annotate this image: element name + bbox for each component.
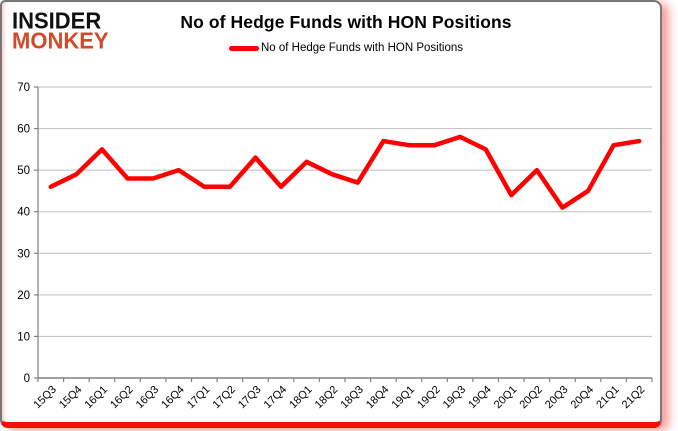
svg-text:20Q2: 20Q2 xyxy=(517,384,545,412)
gridlines xyxy=(38,86,652,337)
svg-text:40: 40 xyxy=(17,207,30,219)
axis-ticks xyxy=(34,86,653,382)
svg-text:18Q4: 18Q4 xyxy=(364,384,392,412)
axes xyxy=(37,87,652,379)
svg-text:20: 20 xyxy=(17,290,30,302)
svg-text:60: 60 xyxy=(17,124,30,136)
svg-text:21Q1: 21Q1 xyxy=(594,384,622,412)
svg-text:16Q2: 16Q2 xyxy=(108,384,136,412)
logo-text-insider: INSIDER xyxy=(12,7,102,34)
legend-label: No of Hedge Funds with HON Positions xyxy=(261,42,463,54)
svg-text:21Q2: 21Q2 xyxy=(620,384,648,412)
svg-text:17Q2: 17Q2 xyxy=(210,384,238,412)
logo-text-monkey: MONKEY xyxy=(12,27,109,54)
svg-text:30: 30 xyxy=(17,248,30,260)
svg-text:20Q4: 20Q4 xyxy=(569,384,597,412)
svg-text:17Q4: 17Q4 xyxy=(262,384,290,412)
svg-text:15Q4: 15Q4 xyxy=(57,384,85,412)
y-axis-labels: 0 10 20 30 40 50 60 70 xyxy=(17,82,30,385)
svg-text:19Q1: 19Q1 xyxy=(390,384,418,412)
chart-header: No of Hedge Funds with HON Positions No … xyxy=(38,12,654,54)
chart-legend: No of Hedge Funds with HON Positions xyxy=(38,42,654,54)
svg-text:18Q3: 18Q3 xyxy=(338,384,366,412)
svg-text:18Q2: 18Q2 xyxy=(313,384,341,412)
insider-monkey-logo: INSIDER MONKEY xyxy=(12,7,109,54)
svg-text:0: 0 xyxy=(24,373,30,385)
svg-text:18Q1: 18Q1 xyxy=(287,384,315,412)
svg-text:10: 10 xyxy=(17,331,30,343)
x-axis-labels: 15Q315Q416Q116Q216Q316Q417Q117Q217Q317Q4… xyxy=(31,384,647,412)
svg-text:50: 50 xyxy=(17,165,30,177)
svg-text:20Q3: 20Q3 xyxy=(543,384,571,412)
series-lines xyxy=(48,134,642,210)
svg-text:17Q3: 17Q3 xyxy=(236,384,264,412)
legend-line-swatch xyxy=(229,45,259,51)
svg-text:17Q1: 17Q1 xyxy=(185,384,213,412)
svg-text:19Q4: 19Q4 xyxy=(466,384,494,412)
chart-title: No of Hedge Funds with HON Positions xyxy=(180,12,512,32)
hedge-funds-line-chart: 01020304050607015Q315Q416Q116Q216Q316Q41… xyxy=(17,82,653,412)
svg-text:16Q3: 16Q3 xyxy=(134,384,162,412)
svg-text:16Q1: 16Q1 xyxy=(83,384,111,412)
svg-text:19Q2: 19Q2 xyxy=(415,384,443,412)
svg-text:70: 70 xyxy=(17,82,30,94)
svg-text:16Q4: 16Q4 xyxy=(159,384,187,412)
svg-text:15Q3: 15Q3 xyxy=(31,384,59,412)
chart-card: INSIDER MONKEY No of Hedge Funds with HO… xyxy=(0,0,662,428)
svg-text:20Q1: 20Q1 xyxy=(492,384,520,412)
svg-text:19Q3: 19Q3 xyxy=(441,384,469,412)
